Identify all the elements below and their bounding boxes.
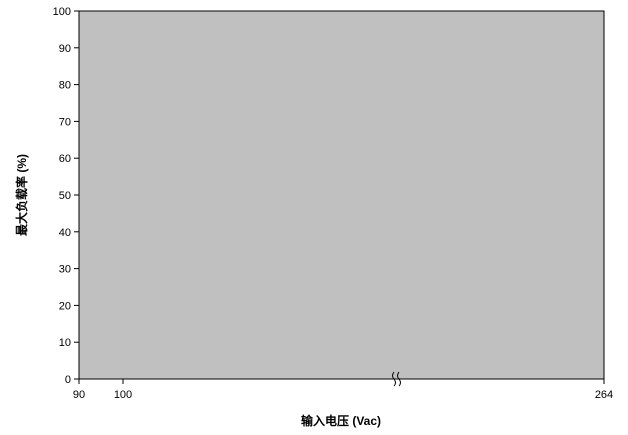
x-axis-break-icon xyxy=(392,371,401,387)
y-tick-label: 30 xyxy=(59,264,71,276)
plot-area xyxy=(78,10,605,380)
y-axis-ticks: 0 10 20 30 40 50 60 70 80 90 100 xyxy=(53,6,79,386)
y-tick-label: 80 xyxy=(59,80,71,92)
y-tick-label: 20 xyxy=(59,300,71,312)
x-tick-label: 90 xyxy=(73,389,85,401)
y-tick-label: 90 xyxy=(59,43,71,55)
y-tick-label: 60 xyxy=(59,153,71,165)
y-tick-label: 40 xyxy=(59,227,71,239)
x-tick-label: 264 xyxy=(595,389,613,401)
y-tick-label: 50 xyxy=(59,190,71,202)
y-tick-label: 0 xyxy=(65,374,71,386)
y-tick-label: 100 xyxy=(53,6,71,18)
x-axis-ticks: 90 100 264 xyxy=(73,379,613,401)
y-tick-label: 10 xyxy=(59,337,71,349)
y-tick-label: 70 xyxy=(59,116,71,128)
x-tick-label: 100 xyxy=(114,389,132,401)
x-axis-title: 输入电压 (Vac) xyxy=(301,413,381,428)
y-axis-title: 最大负载率 (%) xyxy=(14,154,29,236)
